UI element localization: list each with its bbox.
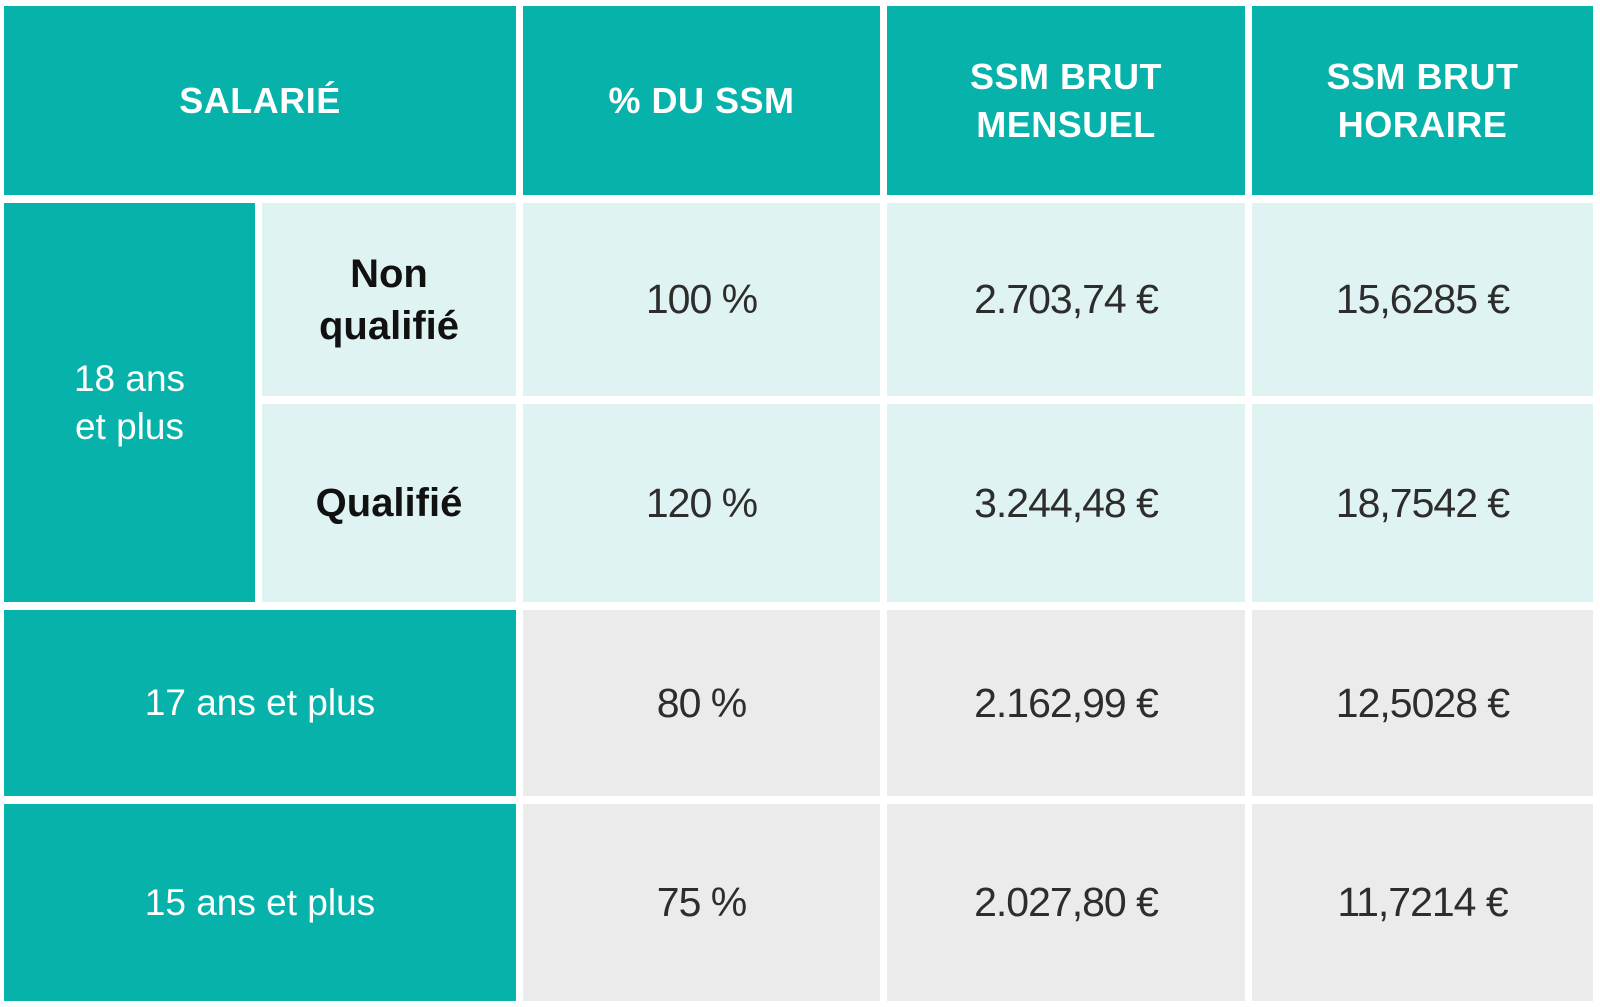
- pct-value-non-qualifie: 100 %: [645, 276, 758, 322]
- mensuel-value-qualifie: 3.244,48 €: [974, 479, 1159, 526]
- header-ssm-brut-horaire: SSM BRUT HORAIRE: [1252, 6, 1593, 195]
- horaire-cell-qualifie: 18,7542 €: [1252, 404, 1593, 602]
- horaire-value-qualifie: 18,7542 €: [1335, 479, 1510, 526]
- header-ssm-brut-horaire-line1: SSM BRUT: [1326, 55, 1519, 97]
- age-15-label: 15 ans et plus: [144, 881, 376, 923]
- mensuel-cell-non-qualifie: 2.703,74 €: [887, 203, 1245, 396]
- age-17-label: 17 ans et plus: [144, 682, 376, 724]
- horaire-value-17-ans: 12,5028 €: [1335, 679, 1510, 726]
- pct-cell-15-ans: 75 %: [523, 804, 880, 1001]
- qualification-cell-qualifie: Qualifié: [262, 404, 516, 602]
- mensuel-cell-17-ans: 2.162,99 €: [887, 610, 1245, 796]
- header-ssm-brut-mensuel: SSM BRUT MENSUEL: [887, 6, 1245, 195]
- horaire-cell-non-qualifie: 15,6285 €: [1252, 203, 1593, 396]
- header-ssm-brut-mensuel-line1: SSM BRUT: [970, 55, 1162, 97]
- age-18-line2: et plus: [74, 405, 184, 447]
- pct-value-qualifie: 120 %: [645, 479, 758, 526]
- horaire-value-15-ans: 11,7214 €: [1337, 879, 1508, 925]
- mensuel-value-15-ans: 2.027,80 €: [974, 879, 1159, 925]
- header-salarie-label: SALARIÉ: [179, 79, 341, 121]
- horaire-cell-15-ans: 11,7214 €: [1252, 804, 1593, 1001]
- header-pct-ssm: % DU SSM: [523, 6, 880, 195]
- header-ssm-brut-horaire-line2: HORAIRE: [1337, 103, 1508, 145]
- header-ssm-brut-mensuel-line2: MENSUEL: [976, 103, 1156, 145]
- pct-value-15-ans: 75 %: [656, 879, 747, 925]
- age-18-line1: 18 ans: [73, 358, 186, 400]
- qualifie-label: Qualifié: [315, 481, 463, 525]
- age-cell-17-ans-et-plus: 17 ans et plus: [4, 610, 516, 796]
- mensuel-cell-15-ans: 2.027,80 €: [887, 804, 1245, 1001]
- header-salarie: SALARIÉ: [4, 6, 516, 195]
- pct-cell-17-ans: 80 %: [523, 610, 880, 796]
- non-qualifie-line1: Non: [350, 251, 428, 296]
- mensuel-value-17-ans: 2.162,99 €: [974, 679, 1159, 726]
- pct-cell-qualifie: 120 %: [523, 404, 880, 602]
- mensuel-cell-qualifie: 3.244,48 €: [887, 404, 1245, 602]
- pct-cell-non-qualifie: 100 %: [523, 203, 880, 396]
- header-pct-ssm-label: % DU SSM: [608, 79, 795, 121]
- pct-value-17-ans: 80 %: [656, 679, 747, 726]
- qualification-cell-non-qualifie: Non qualifié: [262, 203, 516, 396]
- horaire-value-non-qualifie: 15,6285 €: [1335, 276, 1510, 322]
- horaire-cell-17-ans: 12,5028 €: [1252, 610, 1593, 796]
- non-qualifie-line2: qualifié: [318, 303, 460, 348]
- age-cell-15-ans-et-plus: 15 ans et plus: [4, 804, 516, 1001]
- age-cell-18-ans-et-plus: 18 ans et plus: [4, 203, 255, 602]
- mensuel-value-non-qualifie: 2.703,74 €: [974, 276, 1159, 322]
